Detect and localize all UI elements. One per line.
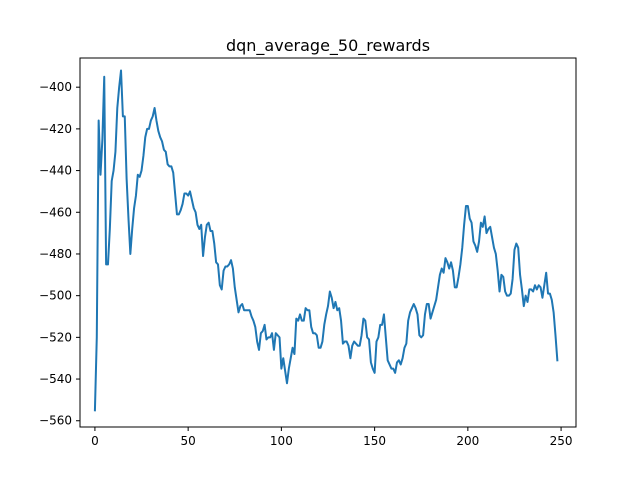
x-tick-label: 150 [363, 434, 386, 448]
x-tick-label: 250 [550, 434, 573, 448]
y-tick-label: −480 [39, 247, 72, 261]
y-tick-label: −560 [39, 414, 72, 428]
y-tick-label: −540 [39, 372, 72, 386]
y-tick-label: −460 [39, 205, 72, 219]
y-tick-label: −500 [39, 289, 72, 303]
x-tick-label: 0 [91, 434, 99, 448]
x-tick-label: 200 [456, 434, 479, 448]
x-tick-label: 50 [181, 434, 196, 448]
y-tick-label: −400 [39, 80, 72, 94]
y-tick-label: −440 [39, 164, 72, 178]
x-tick-label: 100 [270, 434, 293, 448]
plot-area [93, 69, 559, 412]
plot-frame [79, 57, 577, 428]
y-tick-label: −420 [39, 122, 72, 136]
axes: 0 50 100 150 200 250 −560 −540 −520 −500 −480 −460 −… [39, 57, 577, 448]
chart-title: dqn_average_50_rewards [226, 36, 430, 56]
series-line-0 [93, 69, 559, 412]
y-tick-label: −520 [39, 330, 72, 344]
